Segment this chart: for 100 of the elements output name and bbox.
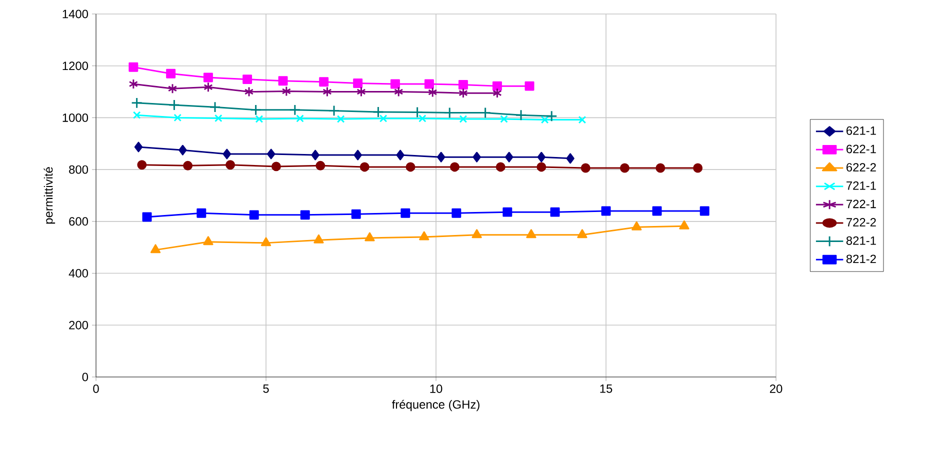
point [137,160,147,170]
point [128,78,138,90]
point [260,237,272,246]
point [459,115,468,123]
point [222,148,232,160]
legend-label: 821-1 [846,236,876,245]
point [620,163,630,173]
point [142,212,152,222]
point [282,86,292,96]
legend-label: 622-2 [846,163,876,172]
point [354,150,362,160]
point [566,153,574,164]
x-tick-label: 10 [430,384,442,393]
point [550,207,560,217]
point [316,160,326,170]
point [458,88,468,98]
point [437,152,446,162]
point [296,114,304,122]
x-tick-label: 0 [93,384,99,393]
point [458,80,468,90]
point [577,229,588,238]
point [652,206,662,216]
point [353,78,363,88]
point [209,101,221,113]
point [396,150,404,160]
point [372,106,384,118]
point [656,163,666,173]
point [360,162,370,172]
point [255,115,264,123]
legend-label: 622-1 [846,144,876,154]
point [300,210,310,220]
point [601,206,611,216]
y-tick-label: 1200 [62,62,88,70]
point [249,210,259,220]
point [168,83,178,94]
point [364,232,375,242]
point [166,68,176,78]
point [289,104,301,116]
point [450,162,460,172]
point [203,72,213,82]
point [150,244,161,254]
point [244,86,254,98]
point [526,229,536,238]
point [400,208,410,218]
legend-label: 621-1 [846,126,876,135]
point [412,106,424,118]
point [278,76,288,86]
point [226,160,236,170]
point [319,77,329,87]
y-tick-label: 0 [82,372,88,382]
legend-label: 721-1 [846,181,876,190]
point [540,116,549,124]
point [492,81,502,91]
y-tick-label: 400 [68,269,88,278]
point [578,116,586,124]
point [266,148,276,160]
point [492,88,502,98]
point [502,207,512,217]
y-tick-label: 800 [69,165,88,174]
point [679,220,690,230]
point [428,87,438,98]
point [419,231,430,240]
y-tick-label: 600 [69,217,88,226]
point [203,236,214,246]
point [242,74,252,84]
point [311,150,320,160]
legend-label: 821-2 [846,254,876,264]
point [250,104,262,116]
point [128,62,138,72]
point [524,81,534,91]
point [693,163,703,173]
point [504,152,514,162]
point [424,79,434,89]
point [379,114,388,122]
point [700,206,710,216]
y-tick-label: 200 [69,320,88,330]
point [131,97,143,109]
point [134,142,143,152]
point [214,114,222,122]
x-axis-title: fréquence (GHz) [392,400,480,412]
point [515,109,527,121]
point [174,114,182,122]
point [328,104,340,116]
point [196,208,206,218]
x-tick-label: 20 [770,384,782,393]
point [632,221,642,230]
point [537,152,546,162]
point [406,162,416,172]
legend-label: 722-1 [846,200,876,208]
point [132,111,141,120]
point [536,162,546,172]
y-tick-label: 1400 [62,10,88,18]
point [472,152,481,162]
legend-label: 722-2 [846,218,876,226]
point [322,86,332,98]
point [204,82,213,92]
point [178,144,187,156]
point [452,208,462,218]
point [394,86,404,98]
point [314,234,324,244]
